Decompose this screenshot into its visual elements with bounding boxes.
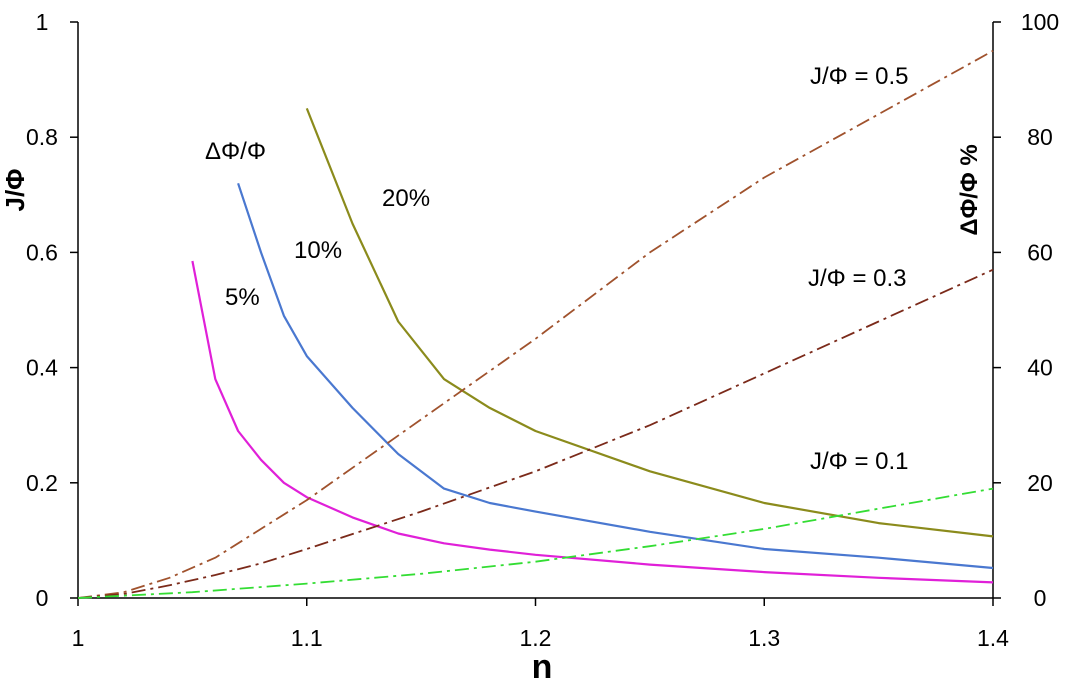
series-line-j-0-5 xyxy=(77,50,994,599)
series-line-5 xyxy=(191,260,994,584)
annotation-j-phi-0-5: J/Φ = 0.5 xyxy=(810,63,909,90)
x-tick-label: 1 xyxy=(72,625,85,651)
series-group xyxy=(77,50,994,599)
y-right-tick-label: 20 xyxy=(1027,470,1053,496)
series-line-10 xyxy=(237,182,994,570)
y-right-tick-label: 100 xyxy=(1021,9,1059,35)
annotation-j-phi-0-1: J/Φ = 0.1 xyxy=(810,448,909,475)
axis-titles-group: n J/Φ ΔΦ/Φ % xyxy=(0,144,983,686)
annotation-j-phi-0-3: J/Φ = 0.3 xyxy=(808,265,907,292)
series-line-j-0-1 xyxy=(77,487,994,599)
x-tick-label: 1.3 xyxy=(748,625,780,651)
y-right-tick-label: 60 xyxy=(1027,239,1053,265)
x-tick-label: 1.2 xyxy=(520,625,552,651)
y-left-tick-label: 0.2 xyxy=(26,470,58,496)
y-right-tick-label: 40 xyxy=(1027,355,1053,381)
annotation-10-percent: 10% xyxy=(294,237,342,264)
y-left-tick-label: 0.4 xyxy=(26,355,58,381)
y-right-tick-label: 0 xyxy=(1034,585,1047,611)
annotations-group: ΔΦ/Φ 20% 10% 5% J/Φ = 0.5 J/Φ = 0.3 J/Φ … xyxy=(205,63,909,475)
series-line-20 xyxy=(305,107,994,538)
y-left-tick-label: 0 xyxy=(36,585,49,611)
annotation-5-percent: 5% xyxy=(225,284,260,311)
x-tick-label: 1.4 xyxy=(977,625,1009,651)
x-tick-label: 1.1 xyxy=(291,625,323,651)
annotation-delta-phi-label: ΔΦ/Φ xyxy=(205,138,266,165)
axes-group xyxy=(70,21,1001,606)
y-axis-right-title: ΔΦ/Φ % xyxy=(956,144,983,235)
x-axis-title: n xyxy=(532,648,553,686)
y-right-tick-label: 80 xyxy=(1027,124,1053,150)
y-left-tick-label: 0.8 xyxy=(26,124,58,150)
y-axis-left-title: J/Φ xyxy=(0,168,30,211)
annotation-20-percent: 20% xyxy=(382,185,430,212)
y-left-tick-label: 1 xyxy=(36,9,49,35)
series-line-j-0-3 xyxy=(77,268,994,599)
y-left-tick-label: 0.6 xyxy=(26,239,58,265)
